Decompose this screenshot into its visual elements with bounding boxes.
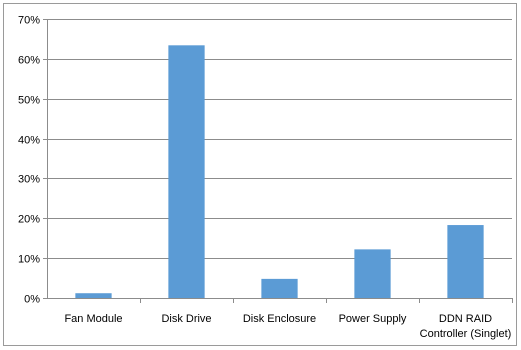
bar (168, 45, 205, 299)
x-tick-label: Disk Enclosure (243, 313, 316, 325)
bar (447, 225, 484, 298)
bar (75, 293, 112, 298)
y-tick-label: 60% (18, 55, 40, 67)
x-tick-label: DDN RAID (439, 313, 492, 325)
y-tick-label: 30% (18, 174, 40, 186)
y-tick-label: 40% (18, 135, 40, 147)
y-tick-label: 0% (24, 294, 40, 306)
bar (261, 278, 298, 298)
label-layer: 0% 10% 20% 30% 40% 50% 60% 70% Fan Module Disk Dr… (18, 15, 511, 341)
y-tick-label: 70% (18, 15, 40, 27)
x-tick-label: Controller (Singlet) (420, 328, 512, 340)
x-tick-label: Power Supply (339, 313, 407, 325)
x-tick-label: Fan Module (64, 313, 122, 325)
axis-layer (43, 19, 513, 303)
bar (354, 249, 391, 298)
y-tick-label: 50% (18, 95, 40, 107)
chart-frame (3, 3, 517, 346)
grid-layer (47, 19, 512, 259)
y-tick-label: 20% (18, 214, 40, 226)
bar-layer (75, 45, 484, 299)
y-tick-label: 10% (18, 254, 40, 266)
x-tick-label: Disk Drive (161, 313, 211, 325)
